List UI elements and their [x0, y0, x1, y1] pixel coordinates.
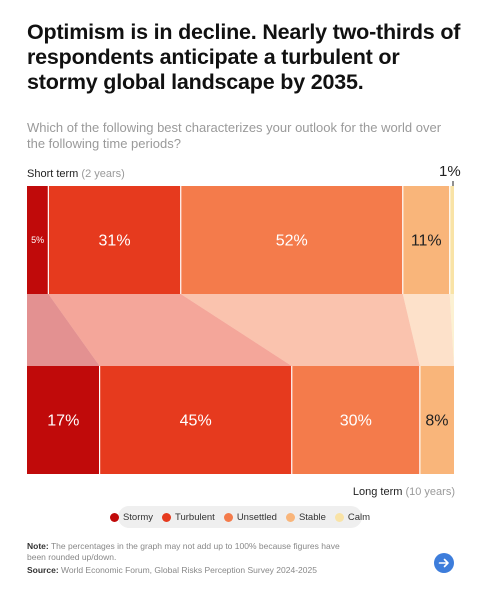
short-term-label-stable: 11% [411, 233, 442, 250]
footnote: Note: The percentages in the graph may n… [27, 541, 357, 562]
note-text: The percentages in the graph may not add… [27, 541, 340, 562]
legend-swatch [109, 512, 119, 522]
short-term-segment-stormy [27, 186, 49, 294]
long-term-segment-unsettled [291, 366, 420, 474]
connector-unsettled [180, 294, 420, 366]
legend-label: Turbulent [175, 511, 215, 523]
connector-stormy [27, 294, 100, 366]
legend-item-stormy: Stormy [109, 511, 154, 523]
legend-swatch [162, 512, 172, 522]
short-term-label-stormy: 5% [31, 235, 44, 245]
chart-legend: Stormy Turbulent Unsettled Stable Calm [109, 506, 370, 528]
long-term-label-stable: 8% [425, 413, 448, 430]
legend-item-turbulent: Turbulent [162, 512, 215, 523]
connector-turbulent [48, 294, 292, 366]
note-label: Note: [27, 541, 49, 551]
legend-item-stable: Stable [285, 511, 326, 523]
legend-item-calm: Calm [334, 511, 371, 523]
long-term-segment-turbulent [99, 366, 292, 474]
long-term-label-stormy: 17% [47, 413, 79, 430]
short-term-label-unsettled: 52% [276, 233, 308, 250]
long-term-qualifier: (10 years) [405, 486, 455, 498]
long-term-name: Long term [352, 486, 403, 498]
legend-label: Unsettled [236, 511, 277, 523]
next-button[interactable] [434, 553, 454, 573]
short-term-label-calm: 1% [439, 163, 461, 180]
long-term-label: Long term (10 years) [353, 486, 455, 498]
source-line: Source: World Economic Forum, Global Ris… [27, 565, 387, 576]
short-term-segment-calm [449, 186, 454, 294]
long-term-segment-stable [419, 366, 454, 474]
short-term-segment-unsettled [180, 186, 403, 294]
short-term-label: Short term (2 years) [27, 168, 125, 180]
connector-calm [449, 294, 454, 366]
short-term-segment-turbulent [48, 186, 181, 294]
connector-stable [402, 294, 454, 366]
long-term-label-unsettled: 30% [340, 413, 372, 430]
legend-label: Stormy [122, 511, 154, 523]
legend-swatch [334, 512, 344, 522]
arrow-right-icon [438, 558, 449, 568]
legend-label: Stable [298, 511, 326, 523]
long-term-segment-stormy [27, 366, 100, 474]
source-text: World Economic Forum, Global Risks Perce… [61, 565, 317, 575]
long-term-label-turbulent: 45% [180, 413, 212, 430]
legend-label: Calm [347, 511, 371, 523]
legend-swatch [223, 512, 233, 522]
short-term-segment-stable [402, 186, 450, 294]
chart-title: Optimism is in decline. Nearly two-third… [27, 20, 461, 94]
chart-subtitle: Which of the following best characterize… [27, 120, 442, 151]
short-term-label-turbulent: 31% [99, 233, 131, 250]
short-term-name: Short term [27, 168, 79, 180]
short-term-qualifier: (2 years) [81, 168, 125, 180]
legend-item-unsettled: Unsettled [223, 511, 277, 523]
legend-swatch [285, 512, 295, 522]
source-label: Source: [27, 565, 59, 575]
